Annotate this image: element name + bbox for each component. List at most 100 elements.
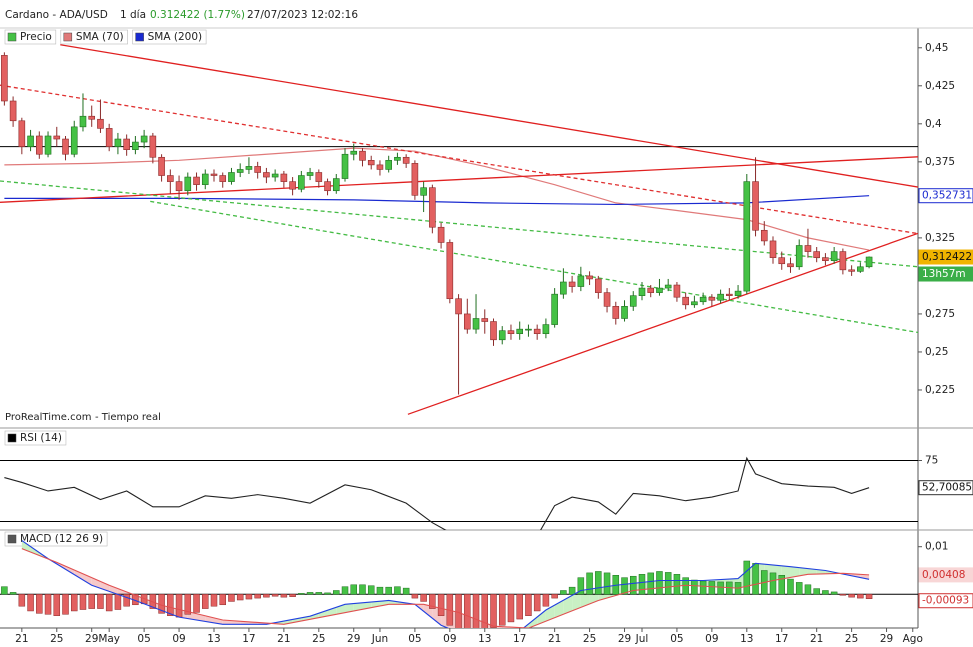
x-tick-label: 29 (347, 633, 360, 645)
histogram-bar (263, 594, 270, 598)
candle-body (27, 135, 34, 147)
histogram-bar (280, 594, 288, 598)
y-tick-label: 0,01 (925, 541, 948, 553)
macd-fill (807, 568, 817, 575)
macd-fill (345, 603, 354, 613)
candle-body (44, 135, 52, 155)
histogram-bar (298, 593, 305, 595)
candle-body (560, 281, 567, 295)
legend-label: SMA (70) (76, 31, 124, 43)
histogram-bar (673, 574, 681, 595)
x-tick-label: 13 (740, 633, 753, 645)
candle-body (350, 150, 358, 155)
candle-body (420, 187, 427, 196)
candle-body (446, 242, 454, 300)
candle-body (647, 287, 655, 293)
x-tick-label: 05 (670, 633, 683, 645)
candle-body (62, 138, 69, 155)
candle-body (367, 160, 375, 166)
candle-body (140, 135, 148, 143)
trend-line (150, 200, 918, 334)
y-tick-label: 0,325 (925, 232, 955, 244)
candle-body (9, 100, 17, 122)
candle-body (385, 160, 392, 170)
x-tick-label: 21 (277, 633, 290, 645)
candle-body (865, 256, 873, 268)
macd-fill (572, 590, 581, 611)
x-tick-label: 21 (15, 633, 28, 645)
histogram-bar (787, 578, 794, 595)
macd-fill (109, 585, 118, 595)
candle-body (88, 115, 96, 120)
macd-fill (519, 624, 529, 628)
histogram-bar (429, 594, 436, 609)
histogram-bar (848, 594, 855, 598)
candle-body (717, 293, 724, 301)
candle-body (271, 173, 279, 178)
candle-body (795, 245, 803, 268)
histogram-bar (245, 594, 253, 600)
candle-body (455, 298, 462, 315)
histogram-bar (664, 572, 672, 595)
x-tick-label: 25 (312, 633, 325, 645)
macd-line (21, 540, 870, 628)
candle-body (621, 306, 628, 319)
histogram-bar (822, 590, 829, 595)
candle-body (656, 287, 663, 293)
macd-fill (537, 610, 546, 625)
candle-body (210, 173, 218, 176)
histogram-bar (533, 594, 541, 612)
histogram-bar (333, 590, 340, 595)
candle-body (105, 128, 113, 147)
histogram-bar (18, 594, 26, 607)
candle-body (201, 173, 209, 185)
histogram-bar (193, 594, 200, 613)
histogram-bar (219, 594, 226, 606)
x-tick-label: 17 (513, 633, 526, 645)
candle-body (743, 181, 751, 292)
x-tick-label: Jun (371, 633, 388, 645)
candle-body (167, 175, 174, 182)
legend-label: MACD (12 26 9) (20, 533, 103, 545)
histogram-bar (813, 588, 820, 595)
candle-body (769, 240, 777, 258)
macd-fill (65, 566, 75, 575)
candle-body (184, 176, 192, 192)
histogram-bar (795, 582, 803, 595)
candle-body (254, 166, 261, 173)
macd-fill (563, 595, 573, 615)
histogram-bar (691, 579, 698, 595)
histogram-bar (70, 594, 78, 612)
candle-body (472, 318, 480, 330)
candle-body (586, 275, 593, 280)
candle-body (830, 251, 838, 261)
histogram-bar (1, 586, 8, 595)
value-tag-label: 0,352731 (922, 190, 972, 202)
histogram-bar (114, 594, 122, 610)
x-tick-label: 25 (583, 633, 596, 645)
macd-fill (388, 600, 398, 605)
histogram-bar (175, 594, 183, 618)
x-tick-label: 25 (845, 633, 858, 645)
trend-line (0, 84, 918, 235)
histogram-bar (79, 594, 87, 610)
period: 1 día (120, 9, 146, 21)
histogram-bar (315, 592, 323, 595)
candle-body (306, 172, 314, 176)
value-tag (918, 480, 973, 496)
y-tick-label: 0,225 (925, 384, 955, 396)
x-tick-label: 29 (880, 633, 893, 645)
candle-body (813, 251, 820, 258)
histogram-bar (699, 580, 707, 595)
candle-body (437, 226, 445, 243)
candle-body (114, 138, 122, 147)
candle-body (490, 321, 497, 341)
candle-body (568, 281, 576, 287)
candle-body (839, 251, 847, 271)
histogram-bar (638, 574, 646, 595)
histogram-bar (839, 594, 847, 596)
x-tick-label: 05 (408, 633, 421, 645)
histogram-bar (376, 586, 384, 595)
y-tick-label: 0,275 (925, 308, 955, 320)
